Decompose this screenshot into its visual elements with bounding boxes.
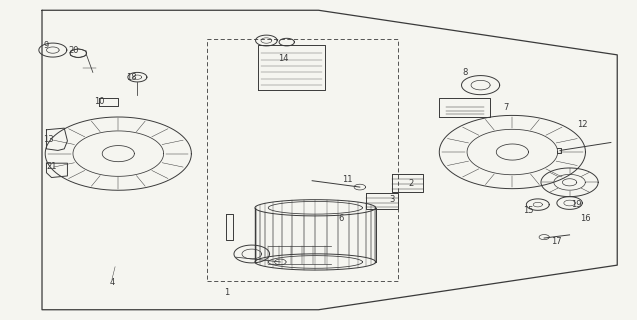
Text: 12: 12 (577, 120, 587, 130)
Text: 10: 10 (94, 97, 104, 106)
Text: 21: 21 (47, 162, 57, 171)
Text: 7: 7 (503, 103, 509, 112)
Text: 20: 20 (69, 45, 79, 55)
Text: 1: 1 (224, 288, 229, 297)
Text: 11: 11 (342, 175, 352, 184)
Text: 17: 17 (552, 237, 562, 246)
Text: 4: 4 (110, 278, 115, 287)
Text: 6: 6 (338, 214, 343, 223)
Text: 16: 16 (580, 214, 590, 223)
Text: 13: 13 (43, 135, 54, 144)
Text: 15: 15 (523, 206, 534, 215)
Text: 9: 9 (44, 41, 49, 50)
Text: 3: 3 (389, 195, 394, 204)
Text: 8: 8 (462, 68, 468, 77)
Text: 2: 2 (408, 180, 413, 188)
Text: 19: 19 (571, 200, 581, 209)
Text: 14: 14 (278, 53, 289, 62)
Text: 18: 18 (125, 73, 136, 82)
